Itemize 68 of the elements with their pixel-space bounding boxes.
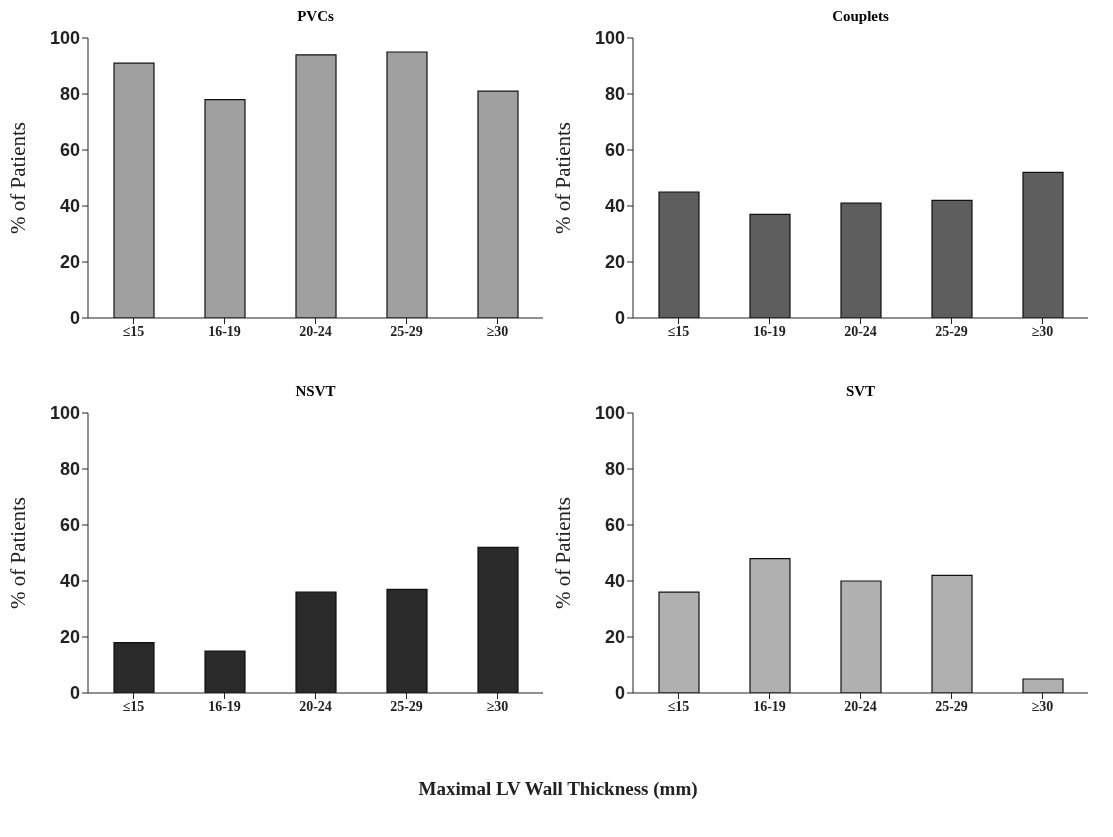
bar bbox=[931, 574, 973, 693]
bar bbox=[749, 558, 791, 693]
y-tick-label: 40 bbox=[604, 196, 625, 217]
y-tick-label: 60 bbox=[604, 140, 625, 161]
y-tick-label: 20 bbox=[59, 252, 80, 273]
chart-title: NSVT bbox=[294, 383, 337, 400]
bar bbox=[658, 591, 700, 693]
x-tick-label: ≤15 bbox=[667, 698, 690, 714]
x-tick-label: 20-24 bbox=[299, 323, 332, 339]
bar bbox=[113, 62, 155, 318]
x-tick-label: 16-19 bbox=[208, 698, 241, 714]
y-axis-title: % of Patients bbox=[6, 497, 31, 609]
bar bbox=[840, 580, 882, 693]
chart-title: PVCs bbox=[296, 8, 335, 25]
x-tick-label: 25-29 bbox=[935, 323, 968, 339]
bar bbox=[204, 99, 246, 318]
x-tick-label: 16-19 bbox=[753, 323, 786, 339]
y-tick-label: 0 bbox=[69, 308, 80, 329]
x-tick-label: ≥30 bbox=[1031, 698, 1054, 714]
y-tick-label: 0 bbox=[614, 308, 625, 329]
y-tick-label: 20 bbox=[59, 627, 80, 648]
y-axis-title: % of Patients bbox=[6, 122, 31, 234]
x-tick-label: ≤15 bbox=[122, 323, 145, 339]
x-tick-label: ≤15 bbox=[122, 698, 145, 714]
bar bbox=[1022, 171, 1064, 318]
y-tick-label: 100 bbox=[49, 403, 80, 424]
bar bbox=[749, 213, 791, 318]
x-tick-label: 25-29 bbox=[390, 698, 423, 714]
chart-title: SVT bbox=[844, 383, 877, 400]
chart-title: Couplets bbox=[831, 8, 890, 25]
y-tick-label: 100 bbox=[49, 28, 80, 49]
y-tick-label: 40 bbox=[604, 571, 625, 592]
x-tick-label: 25-29 bbox=[390, 323, 423, 339]
x-tick-label: ≤15 bbox=[667, 323, 690, 339]
x-tick-label: 20-24 bbox=[844, 323, 877, 339]
bar bbox=[840, 202, 882, 318]
y-tick-label: 80 bbox=[59, 459, 80, 480]
y-tick-label: 60 bbox=[59, 140, 80, 161]
y-tick-label: 40 bbox=[59, 196, 80, 217]
y-tick-label: 0 bbox=[69, 683, 80, 704]
x-tick-label: 20-24 bbox=[844, 698, 877, 714]
bar bbox=[658, 191, 700, 318]
y-tick-label: 0 bbox=[614, 683, 625, 704]
y-tick-label: 20 bbox=[604, 627, 625, 648]
y-axis-title: % of Patients bbox=[551, 122, 576, 234]
bar bbox=[477, 90, 519, 318]
y-tick-label: 60 bbox=[59, 515, 80, 536]
bar bbox=[931, 199, 973, 318]
x-tick-label: ≥30 bbox=[486, 323, 509, 339]
bar bbox=[295, 54, 337, 318]
y-tick-label: 40 bbox=[59, 571, 80, 592]
x-tick-label: ≥30 bbox=[486, 698, 509, 714]
y-tick-label: 80 bbox=[604, 459, 625, 480]
bar bbox=[1022, 678, 1064, 693]
y-tick-label: 80 bbox=[59, 84, 80, 105]
y-axis-title: % of Patients bbox=[551, 497, 576, 609]
x-tick-label: ≥30 bbox=[1031, 323, 1054, 339]
y-tick-label: 100 bbox=[594, 28, 625, 49]
y-tick-label: 60 bbox=[604, 515, 625, 536]
x-tick-label: 16-19 bbox=[208, 323, 241, 339]
y-tick-label: 80 bbox=[604, 84, 625, 105]
y-tick-label: 20 bbox=[604, 252, 625, 273]
x-tick-label: 16-19 bbox=[753, 698, 786, 714]
y-tick-label: 100 bbox=[594, 403, 625, 424]
bar bbox=[386, 51, 428, 318]
x-tick-label: 20-24 bbox=[299, 698, 332, 714]
x-tick-label: 25-29 bbox=[935, 698, 968, 714]
text: Maximal LV Wall Thickness (mm) bbox=[417, 778, 699, 800]
